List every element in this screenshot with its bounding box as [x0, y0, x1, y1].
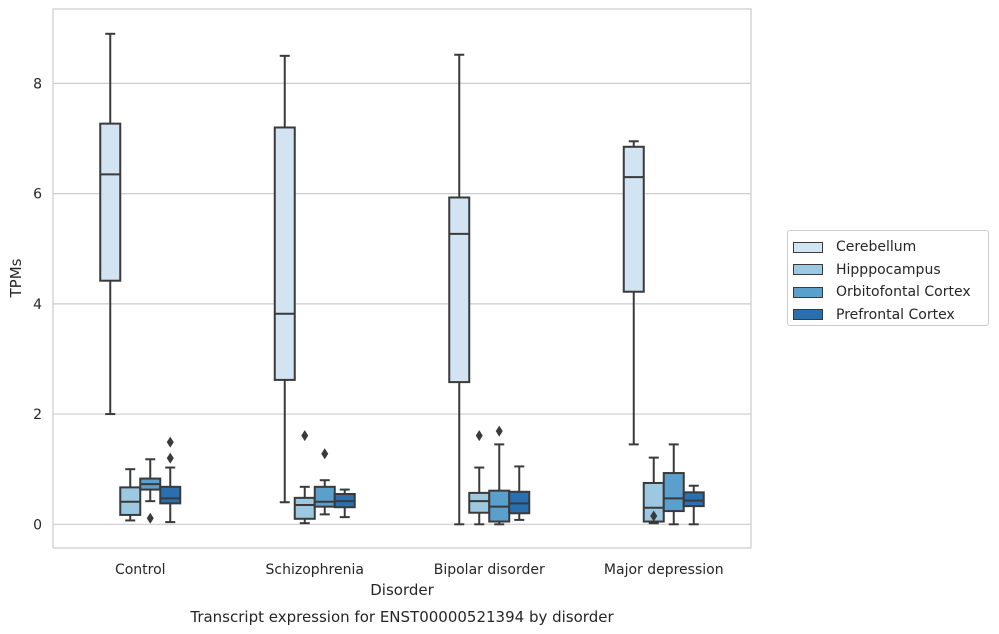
- box-body: [468, 491, 491, 514]
- x-axis-label: Disorder: [370, 581, 434, 599]
- x-tick-labels: Control Schizophrenia Bipolar disorder Majo…: [115, 562, 724, 578]
- box-body: [159, 485, 182, 505]
- box-orbitofontal-cortex-3: [662, 443, 685, 526]
- legend-item: Cerebellum: [793, 236, 988, 259]
- box-orbitofontal-cortex-0: [139, 458, 162, 524]
- boxes: [99, 32, 705, 526]
- box-prefrontal-cortex-1: [333, 488, 356, 519]
- outlier-point: [166, 452, 174, 464]
- legend-item: Orbitofontal Cortex: [793, 281, 988, 304]
- box-body: [448, 196, 471, 384]
- legend-label: Hipppocampus: [836, 261, 941, 278]
- box-hipppocampus-0: [119, 468, 142, 522]
- box-cerebellum-0: [99, 32, 122, 416]
- box-cerebellum-2: [448, 53, 471, 526]
- legend-label: Cerebellum: [836, 239, 917, 256]
- box-prefrontal-cortex-3: [682, 484, 705, 526]
- box-body: [662, 472, 685, 513]
- outlier-point: [301, 430, 309, 442]
- y-tick-label: 2: [33, 407, 42, 423]
- legend-label: Orbitofontal Cortex: [836, 284, 971, 301]
- outlier-point: [321, 448, 329, 460]
- y-tick-label: 8: [33, 76, 42, 92]
- plot-area: [52, 8, 752, 549]
- box-prefrontal-cortex-0: [159, 436, 182, 524]
- legend-swatch: [793, 309, 823, 321]
- box-body: [682, 491, 705, 508]
- y-tick-label: 6: [33, 187, 42, 203]
- box-body: [293, 496, 316, 520]
- y-axis-label: TPMs: [7, 258, 25, 298]
- legend-swatch: [793, 286, 823, 298]
- y-tick-label: 4: [33, 297, 42, 313]
- x-tick-label: Major depression: [604, 562, 724, 578]
- outlier-point: [475, 430, 483, 442]
- box-cerebellum-3: [622, 140, 645, 446]
- box-body: [622, 145, 645, 293]
- box-hipppocampus-3: [642, 456, 665, 525]
- legend-item: Prefrontal Cortex: [793, 304, 988, 327]
- outlier-point: [166, 436, 174, 448]
- box-body: [99, 122, 122, 282]
- chart-caption: Transcript expression for ENST0000052139…: [189, 608, 614, 626]
- x-tick-label: Schizophrenia: [266, 562, 364, 578]
- box-hipppocampus-1: [293, 430, 316, 525]
- outlier-point: [495, 425, 503, 437]
- x-tick-label: Control: [115, 562, 166, 578]
- box-prefrontal-cortex-2: [508, 465, 531, 521]
- legend-swatch: [793, 264, 823, 276]
- legend-item: Hipppocampus: [793, 259, 988, 282]
- box-body: [313, 485, 336, 508]
- x-tick-label: Bipolar disorder: [434, 562, 545, 578]
- box-body: [273, 126, 296, 381]
- y-tick-labels: 0 2 4 6 8: [33, 76, 42, 533]
- legend: Cerebellum Hipppocampus Orbitofontal Corte…: [787, 230, 989, 326]
- box-hipppocampus-2: [468, 430, 491, 526]
- box-cerebellum-1: [273, 54, 296, 504]
- legend-label: Prefrontal Cortex: [836, 306, 955, 323]
- legend-swatch: [793, 241, 823, 253]
- outlier-point: [650, 510, 658, 522]
- outlier-point: [146, 512, 154, 524]
- y-tick-label: 0: [33, 517, 42, 533]
